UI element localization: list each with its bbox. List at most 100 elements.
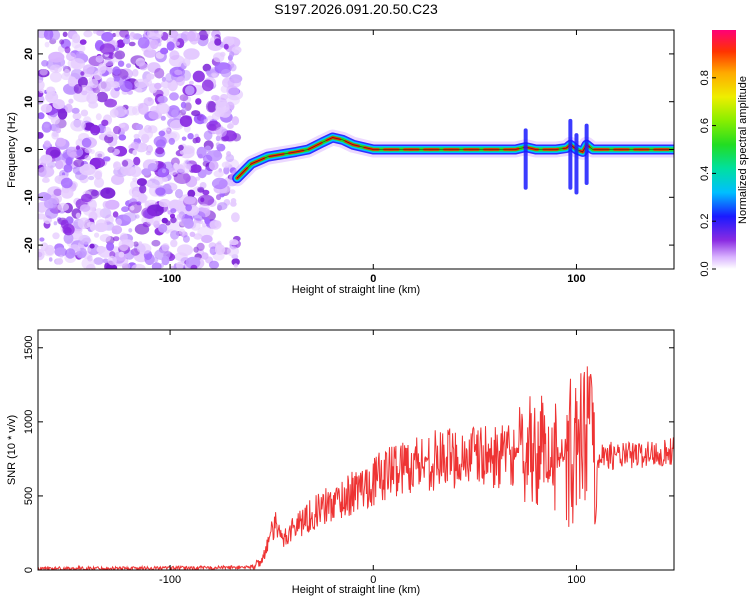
noise-blob [70,58,86,70]
noise-blob [56,137,62,144]
noise-blob [122,160,129,167]
noise-blob [93,30,97,34]
noise-blob [87,255,93,262]
noise-blob [170,199,179,208]
noise-blob [189,231,196,237]
noise-blob [113,236,120,242]
noise-blob [43,247,55,257]
noise-blob [41,60,49,67]
colorbar-tick-label: 0.8 [699,70,711,85]
noise-blob [100,187,116,199]
noise-blob [233,263,238,268]
noise-blob [55,160,64,170]
y-tick-label: 0 [23,146,35,152]
noise-blob [63,164,73,173]
spectrogram-x-label: Height of straight line (km) [292,284,420,296]
noise-blob [129,205,135,211]
noise-blob [113,125,121,135]
noise-blob [197,226,214,238]
snr-frame [37,329,675,571]
noise-blob [115,218,122,226]
noise-blob [94,232,100,238]
noise-blob [187,133,194,140]
x-tick-label: 100 [567,273,585,285]
colorbar-tick-label: 0.0 [699,261,711,276]
noise-blob [93,70,103,81]
noise-blob [183,48,200,60]
noise-blob [166,41,175,51]
noise-blob [114,50,126,60]
noise-blob [70,119,86,132]
noise-blob [106,131,114,138]
x-tick-label: -100 [159,574,181,586]
snr-y-label: SNR (10 * v/v) [6,415,18,485]
noise-blob [178,228,186,235]
noise-blob [65,157,73,166]
noise-blob [190,164,202,174]
noise-blob [81,137,92,148]
noise-blob [135,87,143,93]
noise-blob [76,149,83,157]
noise-blob [112,66,121,76]
noise-blob [178,144,184,151]
noise-blob [231,116,240,126]
noise-blob [65,103,73,113]
noise-blob [133,241,139,247]
x-tick-label: 100 [567,574,585,586]
noise-blob [191,110,201,117]
noise-blob [144,253,155,265]
noise-blob [170,265,175,269]
noise-blob [151,239,161,247]
noise-blob [99,43,116,55]
noise-blob [50,149,61,157]
noise-blob [68,98,74,104]
noise-blob [93,177,105,188]
noise-blob [185,203,192,212]
noise-blob [80,109,89,117]
noise-blob [226,151,232,157]
noise-blob [101,119,109,127]
noise-blob [102,258,109,264]
noise-blob [48,257,53,262]
noise-blob [223,166,230,175]
noise-blob [192,70,205,83]
noise-blob [43,30,54,40]
noise-blob [231,212,240,223]
noise-blob [215,126,227,138]
noise-blob [72,33,81,44]
noise-blob [71,107,80,114]
noise-blob [215,135,221,142]
noise-blob [118,123,126,128]
noise-blob [146,73,155,80]
noise-blob [181,107,187,113]
noise-blob [215,142,221,148]
noise-blob [211,94,220,101]
noise-blob [177,244,193,256]
noise-blob [201,252,209,260]
noise-blob [81,193,92,203]
noise-blob [214,220,222,228]
noise-blob [165,220,171,226]
noise-blob [38,112,45,120]
noise-blob [79,204,91,212]
noise-blob [96,91,108,103]
noise-blob [169,92,179,101]
noise-blob [205,70,212,75]
noise-blob [208,160,219,171]
noise-blob [198,30,209,41]
noise-blob [158,223,168,233]
noise-blob [66,52,77,61]
noise-blob [73,83,83,94]
noise-blob [127,201,142,214]
noise-blob [67,76,77,87]
snr-series-line [38,366,674,570]
noise-blob [222,36,235,47]
noise-blob [86,221,96,228]
noise-blob [94,208,104,218]
y-tick-label: 0 [23,567,35,573]
noise-blob [155,187,166,196]
noise-blob [113,75,121,82]
noise-blob [57,202,69,212]
noise-blob [86,92,98,104]
noise-blob [93,257,104,265]
